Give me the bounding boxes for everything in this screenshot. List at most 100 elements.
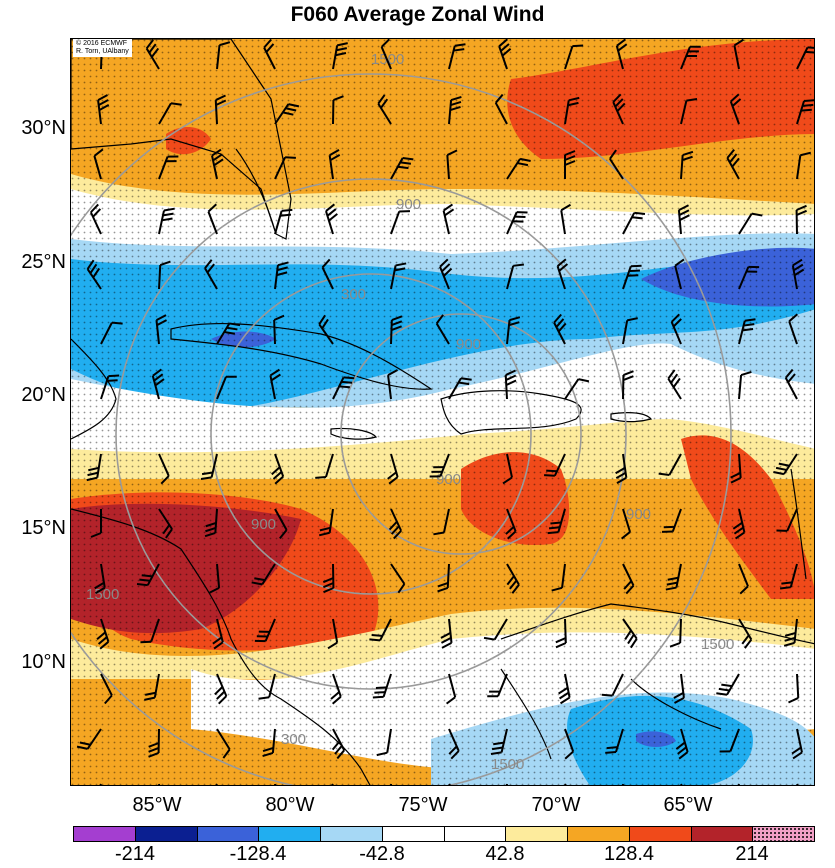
wind-barb [155,314,168,345]
wind-barb [680,45,701,70]
wind-barb [601,673,624,697]
wind-barb [212,618,224,650]
ring-label: 1500 [491,756,524,773]
colorbar-label: -128.4 [229,843,287,865]
wind-barb [372,673,392,699]
wind-barb [433,508,450,536]
wind-barb [680,97,698,125]
wind-barb [100,321,123,345]
wind-barb [158,453,170,485]
wind-barb [390,262,407,290]
jamaica [330,427,378,440]
hispaniola [440,390,582,435]
wind-barb [677,204,690,235]
wind-barb [377,94,392,125]
wind-barb [669,618,682,648]
wind-barb [674,258,685,290]
wind-barb [90,509,102,538]
wind-barb [564,150,576,179]
wind-barb [658,453,682,476]
wind-barb [204,259,218,290]
wind-barb [796,151,812,180]
wind-barb [158,207,175,235]
wind-barb [622,317,638,345]
wind-barb [622,618,638,649]
lat-label: 25°N [21,251,66,273]
wind-barb [151,368,165,400]
wind-barb [322,563,335,594]
wind-barb [327,618,339,650]
ring-label: 900 [456,336,481,353]
wind-barb [437,563,450,593]
wind-field-map: 1500 900 300 900 900 900 1500 1500 900 1… [71,39,814,785]
wind-barb [505,508,517,540]
lon-label: 80°W [265,794,315,816]
wind-barb [274,508,288,539]
ring-label: 900 [436,471,461,488]
wind-barb [435,314,450,345]
wind-barb [97,94,110,125]
colorbar-label: 42.8 [485,843,525,865]
ring-labels: 1500 900 300 900 900 900 1500 1500 900 1… [86,51,734,773]
wind-barb [615,453,628,484]
wind-barb [733,39,745,70]
wind-barb [442,203,455,235]
wind-barb [779,563,798,590]
ring-label: 900 [626,506,651,523]
ring-1500km [71,73,732,785]
wind-barb [783,618,798,647]
wind-barb [796,46,814,70]
wind-barb [487,673,508,698]
wind-barb [440,618,453,649]
wind-barb [140,618,160,644]
wind-barb [738,318,756,345]
wind-barb [560,203,572,235]
wind-barb [258,673,276,700]
colorbar-segment [753,827,814,841]
wind-barb [494,93,508,125]
ring-label: 900 [396,196,421,213]
wind-barb [564,728,575,760]
wind-barb [556,258,569,290]
wind-barb [776,508,798,532]
wind-barb [158,155,179,180]
central-america-coast [71,508,371,785]
colorbar-segment [382,827,445,841]
colorbar [73,826,815,842]
lon-label: 70°W [531,794,581,816]
wind-barb [390,210,411,235]
yucatan-central-america [71,338,117,440]
wind-barb [622,370,634,400]
wind-barb [332,95,344,125]
wind-barb [274,208,293,235]
florida-peninsula [235,148,277,235]
wind-barb [448,377,472,400]
ring-inner [340,313,582,555]
wind-barb [506,316,521,345]
wind-barb [448,43,466,70]
ring-900km [115,178,627,690]
wind-barb [738,265,760,290]
wind-barb [158,260,171,290]
wind-barb [200,453,218,481]
wind-barb [315,453,334,479]
wind-barb [609,149,624,180]
wind-barb [254,618,276,643]
wind-barb [216,728,231,759]
wind-barb [390,157,414,180]
wind-barb [795,204,807,235]
wind-barb [564,378,590,400]
wind-barb [622,211,646,235]
wind-barb [388,508,403,540]
wind-barb [738,563,749,595]
wind-barb [274,103,300,125]
wind-barb [445,673,457,705]
wind-barb [667,369,682,400]
colorbar-segment [691,827,754,841]
lon-label: 65°W [663,794,713,816]
wind-barb [555,618,567,649]
wind-barb [506,563,520,594]
wind-barb [158,102,182,125]
wind-barb [620,508,631,540]
wind-barb [100,673,113,705]
